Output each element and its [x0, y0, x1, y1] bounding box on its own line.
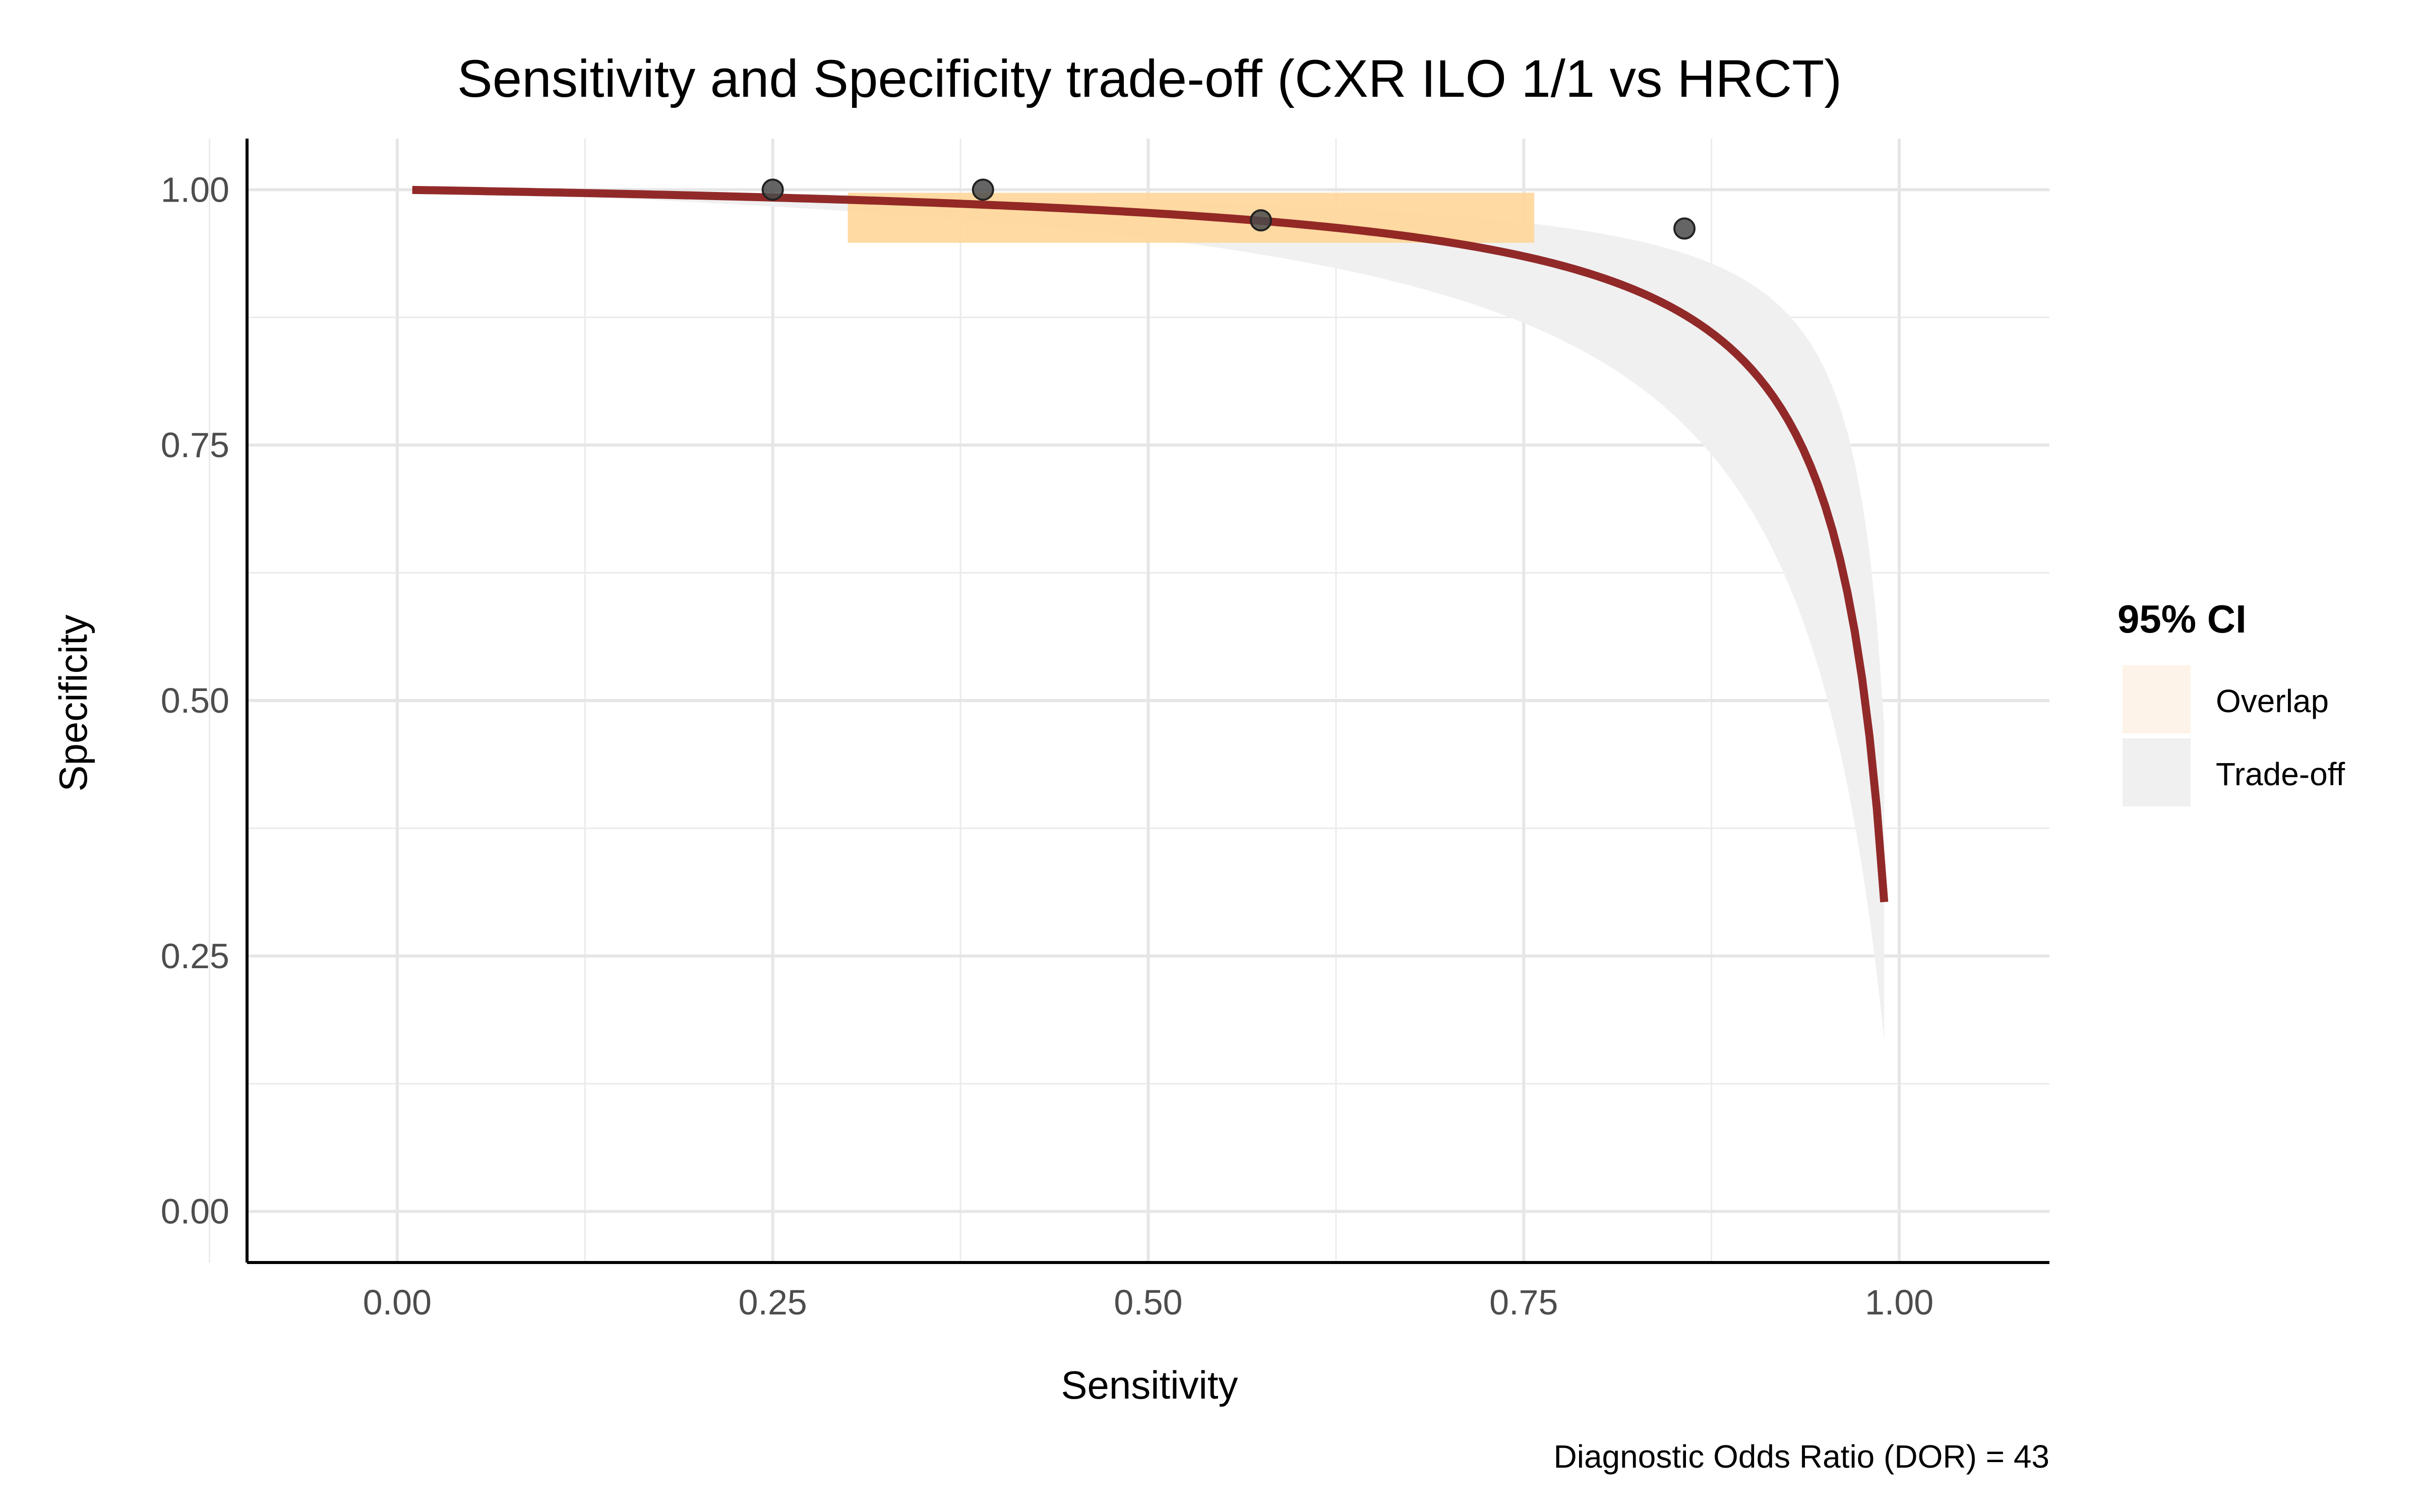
legend-swatch-overlap [2123, 665, 2191, 733]
y-tick-label: 1.00 [161, 170, 229, 209]
x-tick-label: 0.75 [1489, 1283, 1558, 1322]
x-tick-label: 0.25 [739, 1283, 807, 1322]
y-axis-label: Specificity [51, 614, 95, 791]
data-point [1673, 217, 1696, 240]
y-tick-label: 0.75 [161, 425, 229, 465]
sroc-curve [412, 185, 1889, 903]
y-tick-label: 0.50 [161, 681, 229, 720]
y-tick-label: 0.00 [161, 1192, 229, 1231]
x-axis-label: Sensitivity [1061, 1363, 1238, 1407]
chart-title: Sensitivity and Specificity trade-off (C… [457, 49, 1842, 108]
legend: 95% CI Overlap Trade-off [2118, 597, 2345, 806]
legend-swatch-trade-off [2123, 738, 2191, 806]
data-point [1249, 209, 1272, 232]
x-tick-label: 0.00 [363, 1283, 432, 1322]
x-tick-label: 1.00 [1865, 1283, 1933, 1322]
y-tick-label: 0.25 [161, 936, 229, 976]
x-tick-label: 0.50 [1114, 1283, 1182, 1322]
caption: Diagnostic Odds Ratio (DOR) = 43 [1554, 1438, 2050, 1475]
data-point [761, 178, 784, 201]
data-point [972, 178, 994, 201]
legend-item-trade-off: Trade-off [2216, 756, 2345, 792]
legend-title: 95% CI [2118, 597, 2247, 641]
plot-area: 0.00 0.25 0.50 0.75 1.00 0.00 0.25 0.50 0.75 1.00 [161, 139, 2049, 1322]
legend-item-overlap: Overlap [2216, 683, 2329, 719]
